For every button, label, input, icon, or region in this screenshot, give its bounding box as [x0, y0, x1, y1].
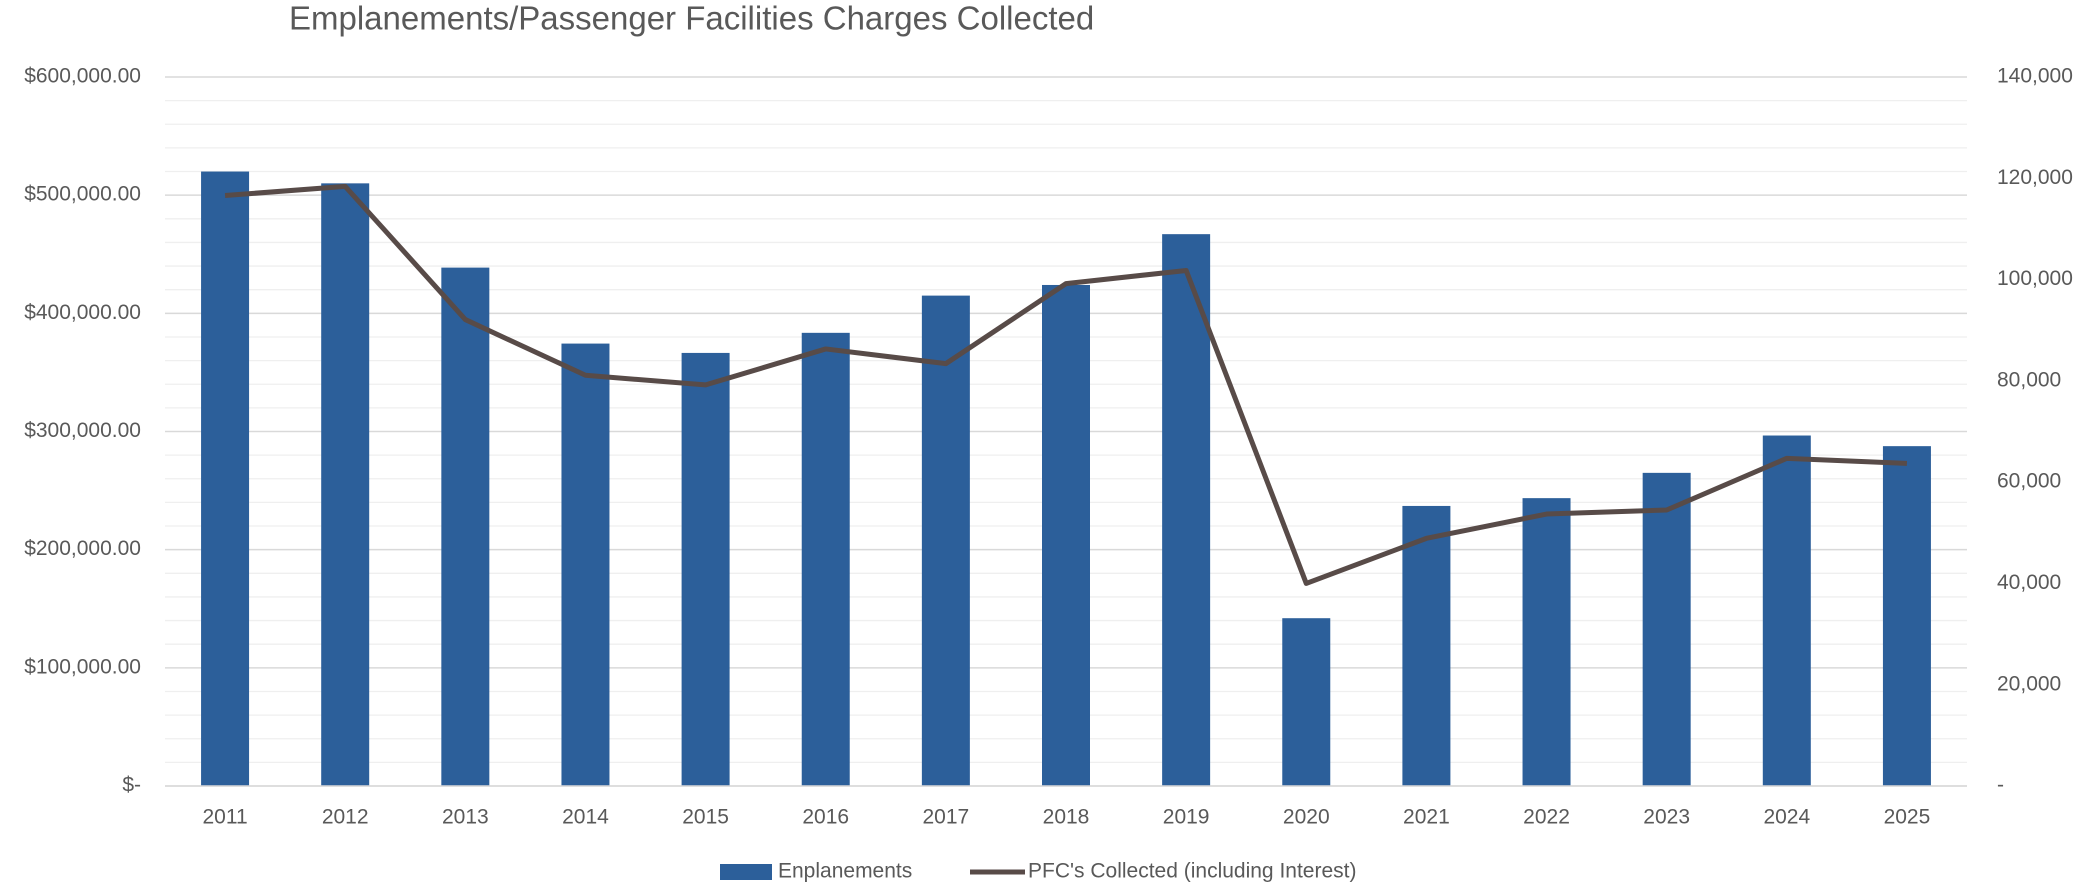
- x-tick-label: 2019: [1163, 806, 1210, 829]
- bar: [1522, 498, 1571, 786]
- bar: [1402, 505, 1451, 786]
- bar: [561, 343, 610, 786]
- y-tick-label: $400,000.00: [24, 301, 141, 324]
- y-tick-label: $300,000.00: [24, 419, 141, 442]
- y2-tick-label: 80,000: [1997, 368, 2061, 391]
- bar: [681, 352, 730, 786]
- legend-label: PFC's Collected (including Interest): [1028, 860, 1356, 883]
- x-tick-label: 2012: [322, 806, 369, 829]
- x-tick-label: 2016: [802, 806, 849, 829]
- x-tick-label: 2022: [1523, 806, 1570, 829]
- x-tick-label: 2020: [1283, 806, 1330, 829]
- y2-tick-label: 100,000: [1997, 267, 2073, 290]
- chart-title: Emplanements/Passenger Facilities Charge…: [289, 0, 1094, 37]
- bar: [1282, 618, 1331, 786]
- legend-swatch: [720, 864, 772, 880]
- x-tick-label: 2013: [442, 806, 489, 829]
- legend-label: Enplanements: [778, 860, 912, 883]
- x-tick-label: 2025: [1884, 806, 1931, 829]
- bar: [1042, 284, 1090, 786]
- x-tick-label: 2014: [562, 806, 609, 829]
- bar: [1882, 446, 1931, 786]
- bar: [1762, 435, 1811, 786]
- x-tick-label: 2023: [1643, 806, 1690, 829]
- y2-tick-label: 40,000: [1997, 571, 2061, 594]
- x-tick-label: 2015: [682, 806, 729, 829]
- x-tick-label: 2011: [202, 806, 247, 829]
- y2-tick-label: 60,000: [1997, 470, 2061, 493]
- bar: [321, 183, 370, 787]
- line: [224, 183, 1908, 586]
- bar: [441, 267, 490, 786]
- x-tick-label: 2017: [923, 806, 970, 829]
- bar: [921, 295, 970, 786]
- bar: [1642, 472, 1691, 786]
- bar: [1162, 234, 1211, 786]
- x-tick-label: 2021: [1403, 806, 1450, 829]
- x-tick-label: 2024: [1763, 806, 1810, 829]
- y2-tick-label: -: [1997, 774, 2004, 797]
- x-tick-label: 2018: [1043, 806, 1090, 829]
- y-tick-label: $500,000.00: [24, 183, 141, 206]
- bar: [801, 332, 850, 786]
- y-tick-label: $200,000.00: [24, 537, 141, 560]
- y-tick-label: $600,000.00: [24, 65, 141, 88]
- y2-tick-label: 20,000: [1997, 672, 2061, 695]
- y-tick-label: $-: [122, 774, 141, 797]
- y-tick-label: $100,000.00: [24, 655, 141, 678]
- bar: [201, 171, 250, 787]
- y2-tick-label: 140,000: [1997, 65, 2073, 88]
- y2-tick-label: 120,000: [1997, 166, 2073, 189]
